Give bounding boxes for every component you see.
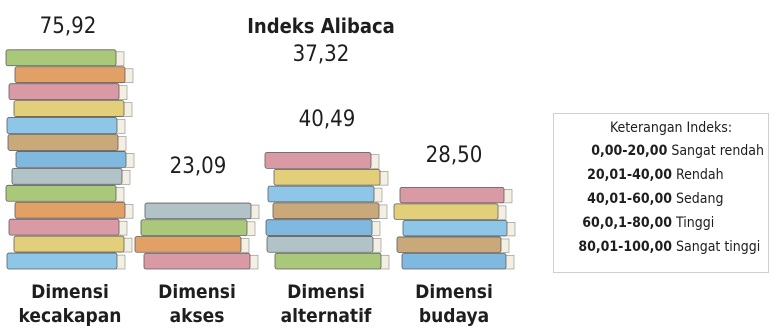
- bar-kecakapan: [5, 49, 135, 270]
- book: [8, 218, 120, 236]
- legend-label: Rendah: [676, 167, 724, 183]
- book: [265, 219, 373, 236]
- book: [15, 151, 127, 168]
- category-label-line1: Dimensi: [31, 281, 109, 303]
- legend-range: 40,01-60,00: [587, 191, 672, 207]
- book: [267, 185, 375, 203]
- book: [273, 168, 381, 186]
- category-label-line2: kecakapan: [18, 305, 122, 327]
- book: [393, 203, 499, 220]
- book: [272, 202, 380, 220]
- book: [266, 236, 374, 253]
- category-label-akses: Dimensi akses: [127, 280, 267, 328]
- legend-item: 0,00-20,00 Sangat rendah: [558, 139, 764, 163]
- book: [401, 253, 507, 270]
- category-label-alternatif: Dimensi alternatif: [256, 280, 396, 328]
- category-label-line2: alternatif: [280, 305, 372, 327]
- book: [14, 201, 126, 219]
- book: [6, 252, 118, 270]
- book: [8, 83, 120, 101]
- book: [274, 252, 382, 270]
- category-label-line2: budaya: [418, 305, 490, 327]
- book: [7, 134, 119, 151]
- legend-label: Sedang: [676, 191, 724, 207]
- book: [264, 152, 372, 169]
- legend-label: Tinggi: [676, 215, 715, 231]
- category-label-line1: Dimensi: [415, 281, 493, 303]
- category-label-kecakapan: Dimensi kecakapan: [0, 280, 140, 328]
- legend-item: 40,01-60,00 Sedang: [558, 187, 764, 211]
- bars-layer: [5, 49, 516, 270]
- book: [14, 66, 126, 84]
- book: [402, 220, 508, 237]
- legend-range: 0,00-20,00: [591, 143, 668, 159]
- book: [140, 219, 248, 236]
- legend-item: 60,0,1-80,00 Tinggi: [558, 211, 764, 235]
- book: [13, 235, 125, 253]
- category-label-line1: Dimensi: [287, 281, 365, 303]
- bar-akses: [134, 202, 260, 270]
- book: [144, 202, 252, 220]
- value-label-alternatif: 40,49: [298, 107, 356, 132]
- legend-item: 20,01-40,00 Rendah: [558, 163, 764, 187]
- book: [11, 167, 123, 185]
- bar-budaya: [393, 186, 516, 270]
- book: [396, 236, 502, 253]
- legend-range: 80,01-100,00: [578, 239, 672, 255]
- category-label-line1: Dimensi: [158, 281, 236, 303]
- chart-title: Indeks Alibaca: [247, 14, 395, 38]
- legend-box: Keterangan Indeks: 0,00-20,00 Sangat ren…: [553, 113, 769, 273]
- book: [5, 49, 117, 67]
- book: [13, 100, 125, 117]
- book: [134, 236, 242, 253]
- book: [399, 186, 505, 204]
- book: [6, 117, 118, 134]
- legend-label: Sangat tinggi: [676, 239, 761, 255]
- book: [5, 184, 117, 202]
- legend-label: Sangat rendah: [671, 143, 764, 159]
- book: [143, 252, 251, 270]
- value-label-kecakapan: 75,92: [39, 14, 97, 39]
- legend-item: 80,01-100,00 Sangat tinggi: [558, 235, 764, 259]
- category-label-line2: akses: [169, 305, 225, 327]
- value-label-budaya: 28,50: [425, 143, 483, 168]
- bar-alternatif: [264, 152, 390, 270]
- value-label-akses: 23,09: [169, 154, 227, 179]
- legend-range: 20,01-40,00: [587, 167, 672, 183]
- category-label-budaya: Dimensi budaya: [384, 280, 524, 328]
- legend-title: Keterangan Indeks:: [609, 120, 733, 136]
- overall-index-value: 37,32: [292, 42, 350, 67]
- legend-range: 60,0,1-80,00: [582, 215, 672, 231]
